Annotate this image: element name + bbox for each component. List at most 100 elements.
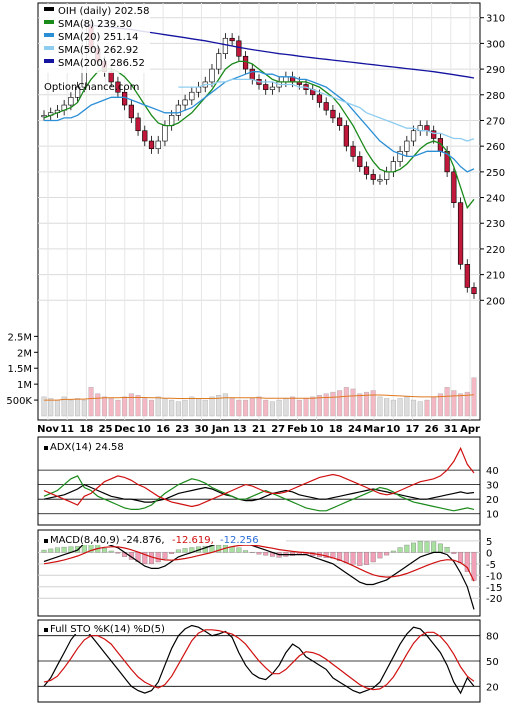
legend-box xyxy=(40,5,150,73)
macd-histogram-bar xyxy=(61,546,67,553)
candle-body xyxy=(148,140,155,150)
price-tick-label: 290 xyxy=(486,65,505,76)
volume-tick-label: 500K xyxy=(6,396,32,407)
price-tick-label: 200 xyxy=(486,296,505,307)
volume-bar xyxy=(68,399,74,417)
legend-swatch xyxy=(44,7,54,11)
volume-bar xyxy=(458,393,464,417)
macd-series-2 xyxy=(43,544,475,582)
volume-bar xyxy=(108,398,114,417)
volume-bar xyxy=(357,393,363,417)
legend-entry: SMA(8) 239.30 xyxy=(58,19,132,30)
x-tick-label: 10 xyxy=(137,424,151,435)
volume-bar xyxy=(464,391,470,417)
sto-series-2 xyxy=(43,629,475,691)
macd-tick-label: 0 xyxy=(486,548,492,559)
macd-histogram-bar xyxy=(384,552,390,556)
x-tick-label: 13 xyxy=(233,424,247,435)
macd-histogram-bar xyxy=(370,552,376,563)
macd-histogram-bar xyxy=(397,547,403,553)
price-tick-label: 230 xyxy=(486,219,505,230)
volume-bar xyxy=(343,387,349,417)
source-watermark: OptionChance.com xyxy=(44,82,139,93)
volume-bar xyxy=(431,396,437,417)
candle-body xyxy=(236,40,242,57)
volume-bar xyxy=(276,399,282,417)
candle-body xyxy=(410,130,417,142)
price-tick-label: 250 xyxy=(486,168,505,179)
x-tick-label: Dec xyxy=(114,424,135,435)
macd-histogram-bar xyxy=(202,546,208,553)
candle-body xyxy=(330,109,336,119)
candle-body xyxy=(269,86,276,90)
volume-bar xyxy=(189,396,195,417)
macd-tick-label: -10 xyxy=(486,571,502,582)
volume-bar xyxy=(41,396,47,417)
macd-histogram-bar xyxy=(243,550,249,553)
x-tick-label: Nov xyxy=(37,424,59,435)
volume-bar xyxy=(81,399,87,417)
macd-histogram-bar xyxy=(444,547,450,553)
candle-body xyxy=(222,37,229,54)
x-tick-label: 27 xyxy=(271,424,285,435)
macd-tick-label: -20 xyxy=(486,594,502,605)
price-tick-label: 300 xyxy=(486,39,505,50)
candle-body xyxy=(404,140,410,152)
adx-series-3 xyxy=(43,446,475,508)
volume-bar xyxy=(169,399,175,417)
macd-histogram-bar xyxy=(216,545,222,553)
price-tick-label: 270 xyxy=(486,116,505,127)
volume-bar xyxy=(263,399,269,417)
candle-body xyxy=(162,125,168,142)
volume-bar xyxy=(444,387,450,417)
macd-histogram-bar xyxy=(424,541,430,553)
adx-label-marker xyxy=(44,446,48,450)
volume-bar xyxy=(142,398,148,417)
volume-bar xyxy=(283,398,289,417)
volume-bar xyxy=(363,391,370,417)
candle-body xyxy=(424,125,430,132)
volume-bar xyxy=(155,396,161,417)
legend-entry: OIH (daily) 202.58 xyxy=(58,6,149,17)
x-tick-label: 16 xyxy=(156,424,170,435)
candle-body xyxy=(41,115,47,118)
macd-histogram-bar xyxy=(357,552,363,566)
volume-tick-label: 1M xyxy=(17,380,32,391)
macd-histogram-bar xyxy=(236,547,242,553)
sto-tick-label: 20 xyxy=(486,682,499,693)
x-tick-label: 10 xyxy=(386,424,400,435)
candle-body xyxy=(68,97,74,106)
volume-bar xyxy=(95,393,101,417)
price-tick-label: 310 xyxy=(486,14,505,25)
candle-body xyxy=(343,125,349,147)
sto-tick-label: 80 xyxy=(486,632,499,643)
candle-body xyxy=(182,99,188,106)
macd-histogram-bar xyxy=(437,543,443,553)
price-series-line-3 xyxy=(178,78,475,142)
series-lines xyxy=(41,20,477,695)
candle-body xyxy=(337,117,343,126)
macd-histogram-bar xyxy=(182,548,188,553)
x-tick-label: 11 xyxy=(60,424,74,435)
volume-bar xyxy=(411,399,417,417)
volume-bar xyxy=(303,398,309,417)
price-tick-label: 220 xyxy=(486,245,505,256)
macd-histogram-bar xyxy=(108,550,114,553)
volume-bar xyxy=(196,398,202,417)
volume-bar xyxy=(162,398,168,417)
volume-bar xyxy=(54,399,60,417)
x-tick-label: 21 xyxy=(252,424,266,435)
macd-histogram-bar xyxy=(48,548,54,553)
adx-series-1 xyxy=(43,483,475,503)
candle-body xyxy=(464,264,470,288)
volume-bar xyxy=(310,396,316,417)
macd-histogram-bar xyxy=(364,552,369,565)
volume-bar xyxy=(424,399,430,417)
macd-histogram-bar xyxy=(142,552,148,564)
volume-bar xyxy=(370,390,376,417)
price-tick-label: 280 xyxy=(486,91,505,102)
volume-bar xyxy=(350,388,356,417)
macd-histogram-bar xyxy=(162,552,168,559)
